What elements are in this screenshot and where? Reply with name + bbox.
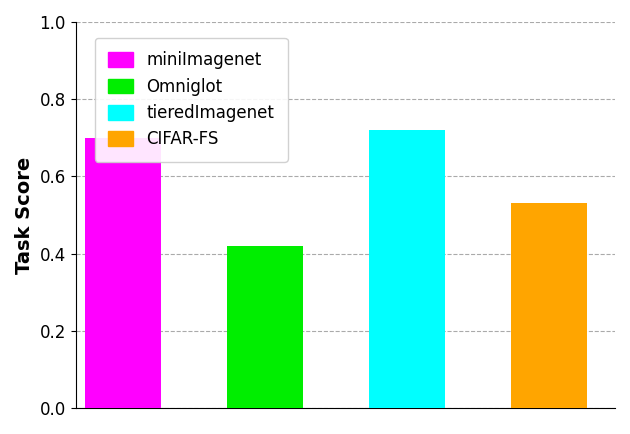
- Legend: miniImagenet, Omniglot, tieredImagenet, CIFAR-FS: miniImagenet, Omniglot, tieredImagenet, …: [94, 38, 288, 162]
- Bar: [85, 138, 161, 408]
- Bar: [511, 204, 587, 408]
- Y-axis label: Task Score: Task Score: [15, 156, 34, 273]
- Bar: [369, 130, 445, 408]
- Bar: [227, 246, 303, 408]
